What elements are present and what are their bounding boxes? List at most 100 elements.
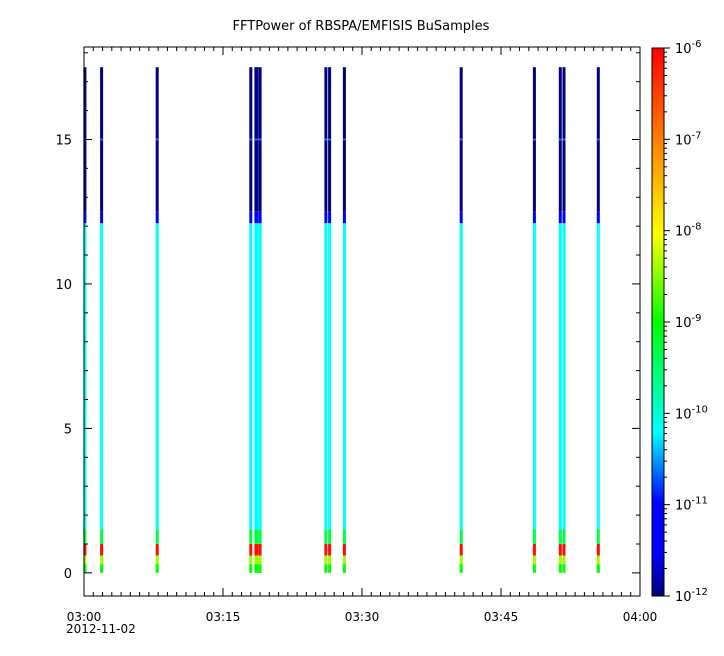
- burst-band: [328, 223, 332, 530]
- burst-line-15: [100, 138, 104, 141]
- burst-band: [459, 564, 463, 573]
- burst-band: [532, 529, 536, 544]
- colorbar-tick-label: 10-6: [675, 39, 702, 57]
- burst-band: [328, 544, 332, 556]
- x-tick-label: 03:30: [345, 610, 380, 624]
- burst-band: [342, 211, 346, 224]
- burst-line-15: [459, 138, 463, 141]
- x-tick-label: 03:15: [206, 610, 241, 624]
- burst-column: [558, 67, 562, 573]
- burst-column: [562, 67, 566, 573]
- burst-band: [155, 544, 159, 556]
- burst-band: [324, 564, 328, 573]
- burst-band: [532, 544, 536, 556]
- burst-band: [532, 211, 536, 224]
- burst-band: [328, 564, 332, 573]
- burst-band: [562, 211, 566, 224]
- burst-band: [596, 211, 600, 224]
- burst-band: [83, 564, 87, 573]
- burst-band: [254, 544, 259, 556]
- burst-line-15: [558, 138, 562, 141]
- burst-band: [342, 544, 346, 556]
- burst-band: [459, 211, 463, 224]
- burst-band: [249, 544, 253, 556]
- burst-line-15: [328, 138, 332, 141]
- burst-band: [558, 544, 562, 556]
- burst-band: [328, 529, 332, 544]
- burst-column: [532, 67, 536, 573]
- burst-line-15: [342, 138, 346, 141]
- burst-band: [100, 223, 104, 530]
- burst-band: [342, 564, 346, 573]
- x-tick-label: 03:00: [67, 610, 102, 624]
- burst-band: [324, 529, 328, 544]
- plot-area: [84, 47, 640, 596]
- burst-band: [596, 544, 600, 556]
- burst-column: [254, 67, 259, 573]
- burst-band: [249, 223, 253, 530]
- burst-band: [558, 211, 562, 224]
- burst-band: [342, 223, 346, 530]
- colorbar-tick-label: 10-7: [675, 130, 702, 148]
- burst-band: [558, 555, 562, 565]
- colorbar-tick-label: 10-8: [675, 222, 702, 240]
- y-axis: 0 5 10 15: [55, 52, 640, 582]
- burst-column: [459, 67, 463, 573]
- burst-line-15: [258, 138, 262, 141]
- burst-band: [100, 564, 104, 573]
- burst-band: [558, 223, 562, 530]
- x-axis: 03:00 03:15 03:30 03:45 04:00: [67, 47, 658, 624]
- burst-band: [155, 529, 159, 544]
- burst-band: [83, 529, 87, 544]
- x-tick-label: 03:45: [484, 610, 519, 624]
- burst-band: [562, 223, 566, 530]
- burst-band: [83, 555, 87, 565]
- burst-band: [258, 529, 262, 544]
- burst-band: [258, 544, 262, 556]
- burst-band: [596, 564, 600, 573]
- colorbar-tick-label: 10-11: [675, 496, 708, 514]
- colorbar: [651, 47, 665, 597]
- burst-band: [100, 529, 104, 544]
- burst-column: [155, 67, 159, 573]
- burst-column: [258, 67, 262, 573]
- burst-band: [254, 223, 259, 530]
- burst-line-15: [596, 138, 600, 141]
- chart-title: FFTPower of RBSPA/EMFISIS BuSamples: [233, 19, 490, 34]
- burst-band: [324, 555, 328, 565]
- burst-band: [83, 544, 87, 556]
- x-tick-label: 04:00: [623, 610, 658, 624]
- burst-band: [532, 223, 536, 530]
- y-tick-label: 0: [64, 567, 72, 582]
- burst-band: [155, 564, 159, 573]
- burst-band: [258, 211, 262, 224]
- burst-column: [328, 67, 332, 573]
- burst-column: [249, 67, 253, 573]
- burst-band: [324, 223, 328, 530]
- burst-band: [83, 211, 87, 224]
- burst-band: [596, 223, 600, 530]
- burst-band: [328, 211, 332, 224]
- burst-band: [83, 223, 87, 530]
- burst-line-15: [249, 138, 253, 141]
- burst-band: [532, 564, 536, 573]
- burst-band: [100, 211, 104, 224]
- y-tick-label: 10: [55, 278, 72, 293]
- y-tick-label: 15: [55, 133, 72, 148]
- burst-line-15: [254, 138, 259, 141]
- burst-band: [558, 529, 562, 544]
- colorbar-tick-label: 10-12: [675, 587, 708, 605]
- burst-band: [596, 529, 600, 544]
- burst-column: [342, 67, 346, 573]
- burst-line-15: [532, 138, 536, 141]
- burst-line-15: [155, 138, 159, 141]
- colorbar-tick-label: 10-9: [675, 313, 702, 331]
- burst-band: [558, 564, 562, 573]
- burst-band: [249, 211, 253, 224]
- burst-band: [562, 564, 566, 573]
- burst-band: [459, 223, 463, 530]
- colorbar-axis: 10-12 10-11 10-10 10-9 10-8 10-7 10-6: [664, 39, 708, 605]
- burst-band: [459, 529, 463, 544]
- x-axis-date-label: 2012-11-02: [66, 622, 136, 636]
- burst-band: [562, 529, 566, 544]
